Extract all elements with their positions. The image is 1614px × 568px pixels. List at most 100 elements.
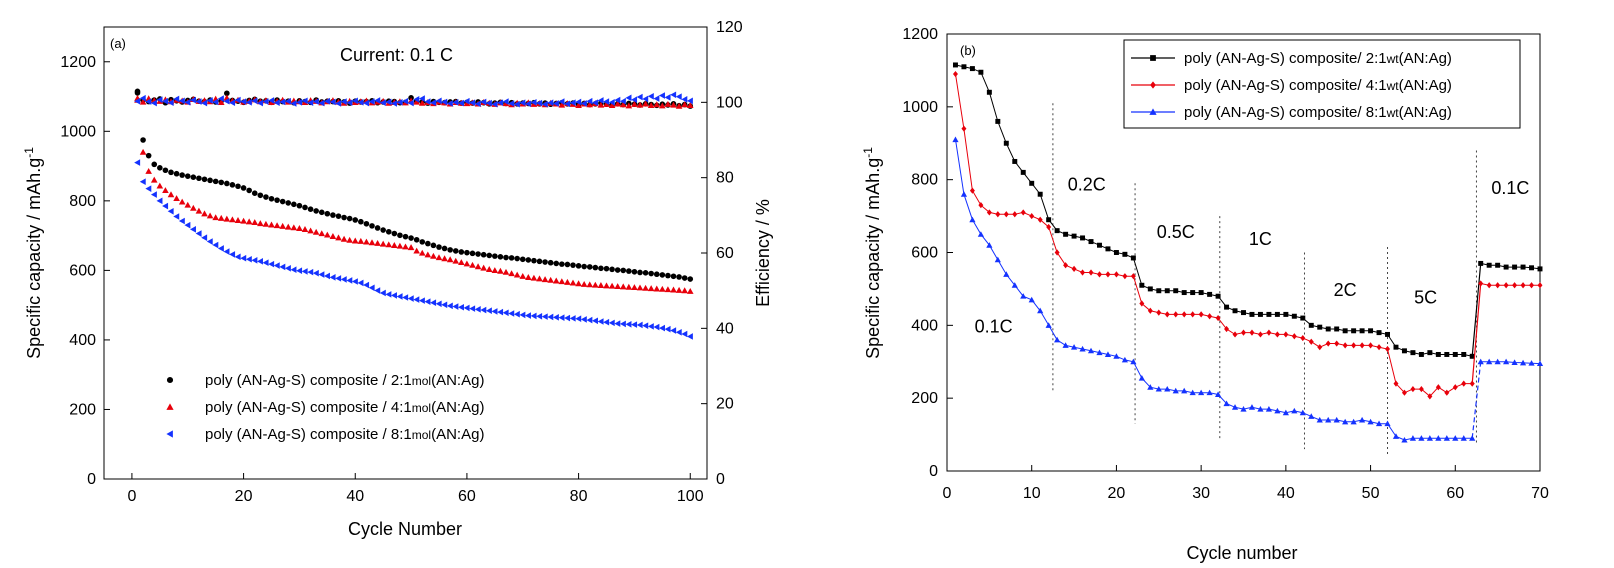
- data-point-4:1: [1232, 331, 1238, 338]
- data-point-2:1: [1461, 351, 1467, 357]
- capacity-point-2:1: [201, 176, 208, 183]
- legend-label-8:1: poly (AN-Ag-S) composite / 8:1mol(AN:Ag): [205, 426, 484, 443]
- capacity-point-8:1: [664, 325, 671, 333]
- data-point-4:1: [1147, 307, 1153, 314]
- capacity-point-8:1: [619, 320, 626, 328]
- capacity-point-8:1: [206, 238, 213, 245]
- data-point-8:1: [1274, 407, 1281, 414]
- data-point-8:1: [994, 256, 1001, 263]
- efficiency-point-8:1: [290, 100, 297, 107]
- capacity-point-4:1: [178, 198, 186, 205]
- capacity-point-2:1: [257, 192, 264, 199]
- data-point-8:1: [1240, 405, 1247, 412]
- capacity-point-2:1: [676, 274, 682, 280]
- capacity-point-4:1: [357, 237, 365, 244]
- capacity-point-2:1: [514, 255, 520, 262]
- data-point-8:1: [1147, 384, 1154, 390]
- capacity-point-4:1: [536, 275, 543, 282]
- capacity-point-8:1: [519, 311, 526, 319]
- legend-label-8:1: poly (AN-Ag-S) composite/ 8:1wt(AN:Ag): [1184, 104, 1452, 121]
- data-point-2:1: [1368, 328, 1374, 334]
- data-point-4:1: [1198, 311, 1204, 318]
- capacity-point-4:1: [234, 217, 242, 223]
- y-tick-label: 800: [69, 193, 96, 210]
- capacity-point-2:1: [581, 263, 587, 270]
- efficiency-point-8:1: [329, 98, 336, 106]
- capacity-point-2:1: [212, 178, 219, 185]
- capacity-point-2:1: [391, 230, 398, 237]
- data-point-4:1: [1478, 280, 1484, 287]
- capacity-point-4:1: [541, 276, 549, 283]
- legend-label-main: poly (AN-Ag-S) composite / 4:1: [205, 399, 412, 416]
- data-point-4:1: [1520, 282, 1526, 289]
- capacity-point-2:1: [285, 200, 292, 206]
- efficiency-point-8:1: [245, 99, 252, 106]
- capacity-point-4:1: [580, 280, 588, 287]
- data-point-2:1: [1156, 288, 1162, 294]
- series-jump-2:1: [1471, 263, 1482, 357]
- capacity-point-4:1: [385, 241, 393, 248]
- y2-tick-label: 120: [716, 19, 743, 36]
- efficiency-point-8:1: [391, 100, 397, 107]
- y-tick-label: 1000: [902, 99, 938, 116]
- data-point-4:1: [1291, 333, 1297, 340]
- data-point-2:1: [1495, 262, 1501, 268]
- capacity-point-8:1: [474, 306, 481, 313]
- efficiency-point-8:1: [480, 98, 487, 106]
- data-point-8:1: [1511, 359, 1518, 365]
- data-point-8:1: [1155, 385, 1162, 392]
- data-point-2:1: [1351, 328, 1357, 334]
- data-point-4:1: [1241, 329, 1246, 336]
- efficiency-point-4:1: [586, 101, 594, 108]
- y-tick-label: 1200: [902, 26, 938, 43]
- capacity-point-8:1: [636, 321, 643, 329]
- data-point-8:1: [1528, 360, 1535, 366]
- capacity-point-2:1: [229, 182, 236, 188]
- efficiency-point-8:1: [636, 93, 643, 101]
- capacity-point-8:1: [363, 281, 370, 289]
- capacity-point-8:1: [156, 197, 163, 205]
- data-point-2:1: [961, 64, 967, 70]
- capacity-point-2:1: [486, 252, 493, 259]
- data-point-2:1: [1469, 353, 1475, 359]
- data-point-2:1: [1401, 348, 1407, 354]
- capacity-point-2:1: [475, 251, 481, 257]
- data-point-4:1: [1486, 282, 1492, 289]
- capacity-point-2:1: [592, 264, 599, 271]
- data-point-4:1: [1105, 271, 1111, 278]
- x-tick-label: 80: [570, 488, 588, 505]
- rate-label: 1C: [1249, 229, 1272, 249]
- data-point-8:1: [1087, 347, 1095, 354]
- efficiency-point-8:1: [686, 97, 693, 105]
- capacity-point-8:1: [234, 253, 241, 261]
- efficiency-point-8:1: [642, 95, 649, 103]
- capacity-point-2:1: [603, 265, 610, 272]
- data-point-2:1: [1164, 288, 1170, 294]
- efficiency-point-4:1: [463, 100, 471, 107]
- data-point-2:1: [1190, 290, 1196, 296]
- capacity-point-4:1: [603, 282, 610, 289]
- capacity-point-4:1: [173, 195, 180, 202]
- efficiency-point-8:1: [346, 99, 353, 107]
- capacity-point-2:1: [542, 259, 548, 265]
- capacity-point-2:1: [665, 272, 671, 279]
- data-point-2:1: [1215, 293, 1221, 299]
- data-point-8:1: [1113, 353, 1120, 359]
- capacity-point-8:1: [552, 314, 559, 321]
- efficiency-point-8:1: [273, 99, 280, 107]
- y2-tick-label: 80: [716, 170, 734, 187]
- data-point-4:1: [1444, 389, 1450, 396]
- efficiency-point-8:1: [418, 95, 425, 102]
- capacity-point-4:1: [508, 270, 515, 277]
- capacity-point-4:1: [575, 280, 582, 287]
- capacity-point-2:1: [318, 209, 325, 216]
- data-point-4:1: [1113, 271, 1119, 278]
- data-point-4:1: [1156, 309, 1162, 316]
- capacity-point-4:1: [217, 214, 225, 221]
- x-tick-label: 50: [1362, 485, 1380, 502]
- efficiency-point-4:1: [659, 102, 666, 109]
- legend-marker-8:1: [1149, 108, 1157, 115]
- efficiency-point-4:1: [642, 100, 649, 107]
- data-point-2:1: [1105, 246, 1111, 252]
- capacity-point-4:1: [664, 286, 672, 293]
